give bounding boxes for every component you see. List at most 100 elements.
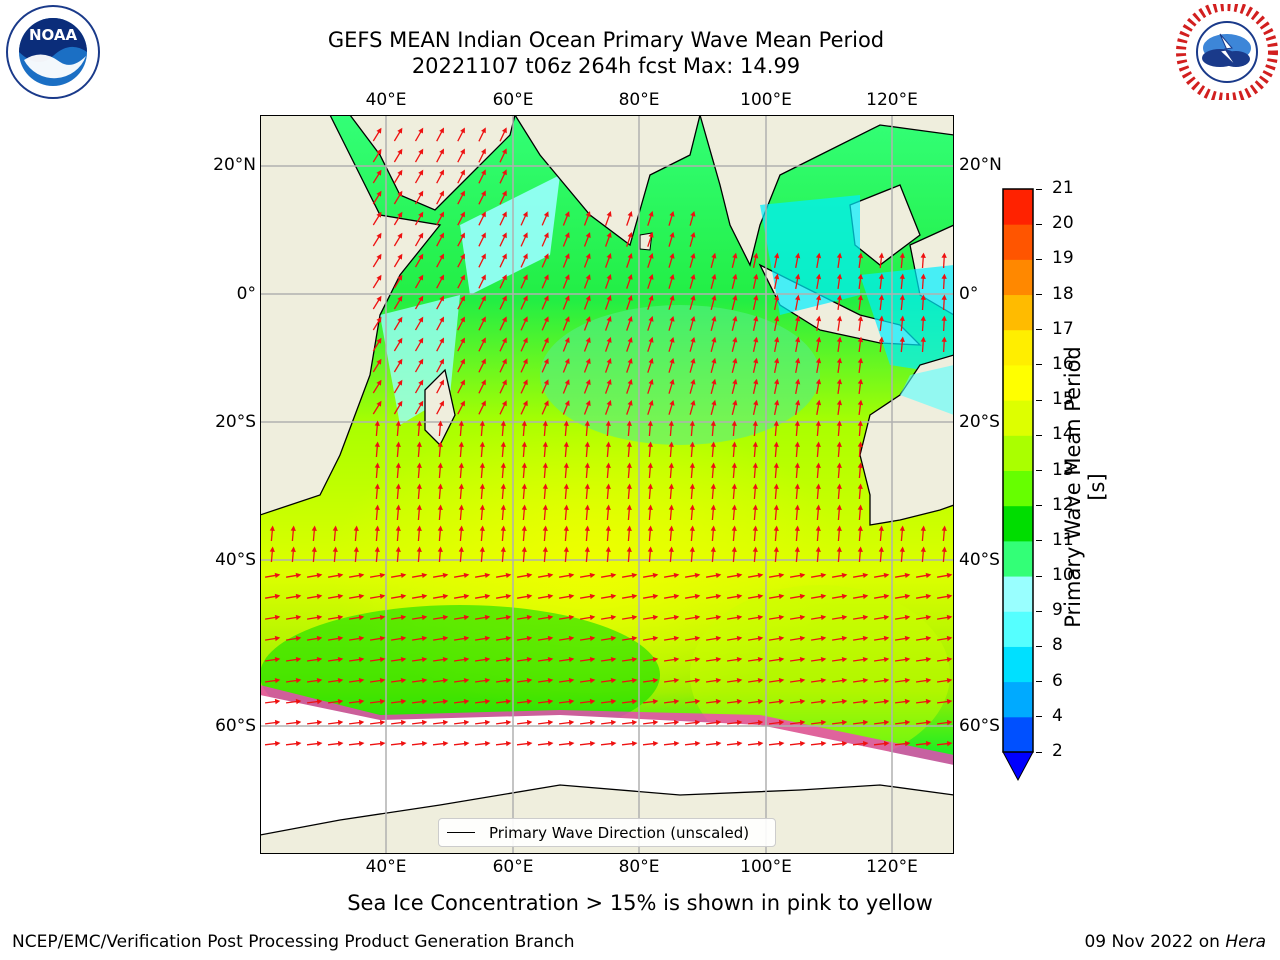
wave-arrow-head: [878, 294, 884, 301]
wave-arrow-head: [836, 483, 842, 490]
wave-arrow-head: [397, 295, 403, 302]
wave-arrow-head: [736, 656, 743, 663]
wave-arrow-head: [626, 504, 632, 511]
wave-arrow-head: [941, 315, 947, 321]
wave-arrow-head: [836, 525, 842, 532]
wave-arrow-head: [920, 252, 926, 259]
wave-arrow-head: [925, 698, 932, 705]
wave-arrow-head: [606, 316, 612, 322]
wave-arrow-head: [799, 614, 806, 621]
wave-arrow-head: [648, 357, 654, 364]
wave-arrow-head: [795, 378, 801, 385]
wave-arrow-head: [899, 525, 905, 532]
wave-arrow-head: [400, 677, 407, 684]
wave-arrow-head: [542, 483, 548, 490]
wave-arrow-head: [460, 379, 465, 386]
wave-arrow-head: [732, 315, 738, 322]
wave-arrow-head: [647, 546, 653, 553]
wave-arrow-head: [862, 719, 869, 726]
wave-arrow-head: [481, 253, 486, 260]
wave-arrow-head: [505, 677, 512, 684]
footer-date: 09 Nov 2022 on Hera: [1084, 932, 1266, 952]
wave-arrow-head: [397, 379, 403, 386]
wave-arrow-head: [690, 336, 696, 343]
wave-arrow-head: [505, 635, 512, 642]
wave-arrow-head: [673, 698, 680, 705]
wave-arrow-head: [841, 635, 848, 642]
wave-arrow-head: [568, 741, 575, 747]
wave-arrow-head: [673, 614, 680, 621]
wave-arrow-head: [648, 315, 654, 322]
wave-arrow-head: [295, 593, 302, 600]
wave-arrow-head: [442, 698, 449, 705]
wave-arrow-head: [568, 614, 575, 621]
wave-arrow-head: [605, 483, 611, 490]
wave-arrow-head: [585, 358, 591, 365]
wave-arrow-head: [752, 483, 758, 490]
wave-arrow-head: [862, 741, 869, 747]
wave-arrow-head: [627, 379, 633, 385]
wave-arrow-head: [439, 274, 444, 281]
wave-arrow-head: [332, 546, 338, 553]
wave-arrow-head: [669, 357, 675, 364]
wave-arrow-head: [773, 504, 779, 511]
wave-arrow-head: [484, 635, 491, 642]
wave-arrow-head: [376, 211, 382, 218]
wave-arrow-head: [925, 656, 932, 663]
wave-arrow-head: [501, 232, 507, 239]
wave-arrow-head: [925, 677, 932, 684]
wave-arrow-head: [883, 593, 890, 600]
wave-arrow-head: [460, 337, 465, 344]
wave-arrow-head: [815, 252, 822, 259]
wave-arrow-head: [736, 698, 743, 705]
wave-arrow-head: [564, 232, 570, 239]
wave-arrow-head: [694, 572, 701, 579]
wave-arrow-head: [606, 400, 612, 406]
lat-tick-left: 20°N: [213, 155, 256, 175]
wave-arrow-head: [442, 614, 449, 621]
wave-arrow-head: [397, 190, 403, 197]
wave-arrow-head: [547, 741, 554, 747]
wave-arrow-head: [673, 741, 680, 747]
wave-arrow-head: [899, 546, 905, 553]
wave-arrow-head: [820, 614, 827, 621]
wave-arrow-head: [295, 719, 302, 726]
wave-arrow-head: [542, 420, 548, 427]
wave-arrow-head: [799, 572, 806, 579]
wave-arrow-head: [442, 741, 449, 747]
wave-arrow-head: [941, 546, 947, 553]
wave-arrow-head: [358, 635, 365, 642]
wave-arrow-head: [311, 525, 317, 532]
wave-arrow-head: [647, 420, 653, 427]
wave-arrow-head: [376, 169, 382, 176]
colorbar-tick-mark: [1036, 540, 1042, 542]
wave-arrow-head: [484, 593, 491, 600]
wave-arrow-head: [505, 572, 512, 579]
colorbar-tick-mark: [1036, 294, 1042, 296]
wave-arrow-head: [463, 614, 470, 621]
colorbar-tick-mark: [1036, 223, 1042, 225]
wave-arrow-head: [563, 441, 569, 448]
wave-arrow-head: [648, 231, 654, 238]
wave-arrow-head: [397, 358, 403, 365]
wave-arrow-head: [606, 295, 612, 301]
wave-arrow-head: [652, 741, 659, 747]
wave-arrow-head: [563, 546, 569, 553]
wave-arrow-head: [794, 504, 800, 511]
wave-arrow-head: [752, 441, 758, 448]
wave-arrow-head: [358, 741, 365, 747]
wave-arrow-head: [526, 593, 533, 600]
wave-arrow-head: [857, 420, 863, 427]
wave-arrow-head: [500, 546, 506, 553]
wave-arrow-head: [442, 677, 449, 684]
wave-arrow-head: [379, 656, 386, 663]
wave-arrow-head: [437, 420, 443, 427]
wave-arrow-head: [883, 572, 890, 579]
wave-arrow-head: [941, 252, 947, 258]
wave-arrow-head: [627, 316, 633, 322]
wave-arrow-head: [416, 420, 422, 427]
wave-arrow-head: [836, 378, 843, 385]
colorbar-segment: [1003, 189, 1033, 225]
wave-arrow-head: [606, 379, 612, 385]
wave-arrow-head: [648, 210, 654, 217]
